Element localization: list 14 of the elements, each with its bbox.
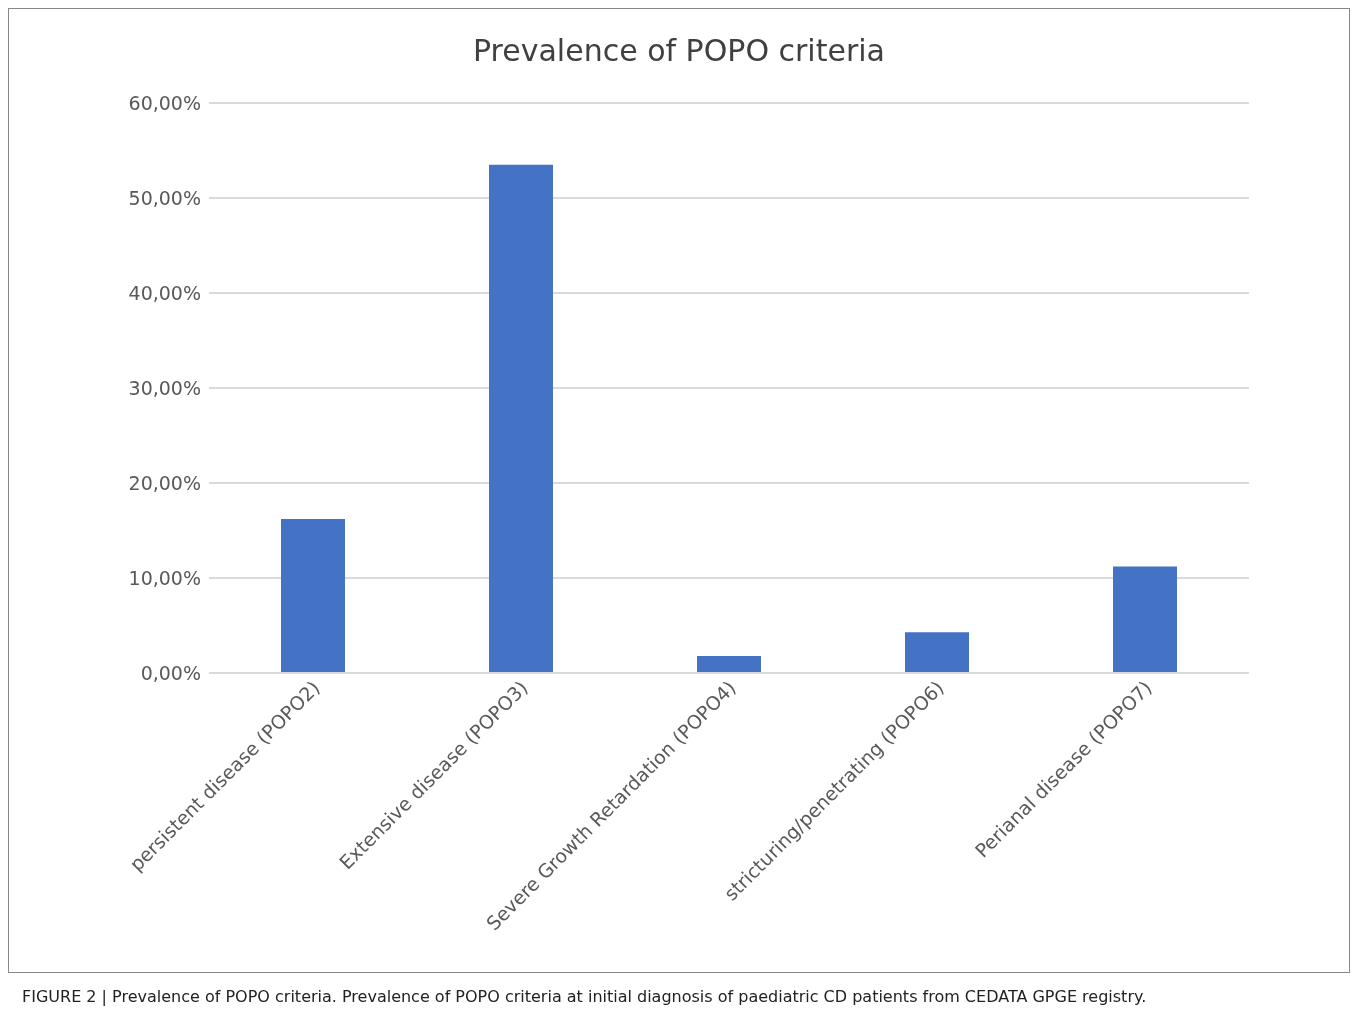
chart-title: Prevalence of POPO criteria	[472, 33, 886, 70]
y-tick-label: 0,00%	[140, 661, 201, 684]
bar	[489, 164, 553, 673]
bar	[1113, 566, 1177, 673]
y-tick-label: 40,00%	[128, 281, 201, 304]
y-tick-label: 30,00%	[128, 376, 201, 399]
y-tick-label: 10,00%	[128, 566, 201, 589]
bar	[697, 655, 761, 673]
y-tick-label: 60,00%	[128, 91, 201, 114]
bar	[281, 519, 345, 673]
y-tick-label: 50,00%	[128, 186, 201, 209]
y-tick-label: 20,00%	[128, 471, 201, 494]
bar	[905, 632, 969, 673]
caption: FIGURE 2 | Prevalence of POPO criteria. Prevalence of POPO criteria at initial diagnosis of paediatric CD patients from CEDATA GPGE registry.	[22, 987, 1148, 1006]
